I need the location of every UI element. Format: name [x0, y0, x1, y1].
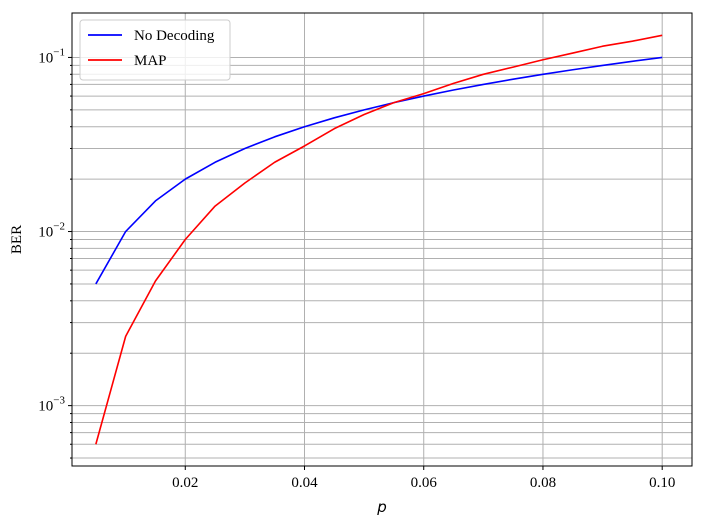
series-layer: [95, 34, 663, 445]
grid: [72, 13, 692, 466]
y-axis-label: BER: [9, 225, 25, 254]
series-line-0: [95, 56, 663, 285]
x-tick-label: 0.10: [649, 475, 675, 491]
legend: No Decoding MAP: [79, 19, 231, 81]
legend-label-0: No Decoding: [134, 28, 215, 44]
y-tick-label: 10−2: [38, 221, 65, 241]
series-line-1: [95, 34, 663, 445]
legend-label-1: MAP: [134, 53, 167, 69]
x-tick-label: 0.04: [291, 475, 318, 491]
x-tick-label: 0.02: [172, 475, 198, 491]
y-tick-label: 10−3: [38, 395, 65, 415]
ticks: 0.02 0.04 0.06 0.08 0.10 10−3 10−2 10−1: [38, 46, 675, 491]
x-tick-label: 0.06: [411, 475, 438, 491]
y-tick-label: 10−1: [38, 46, 65, 66]
x-axis-label: p: [376, 498, 387, 516]
x-tick-label: 0.08: [530, 475, 556, 491]
